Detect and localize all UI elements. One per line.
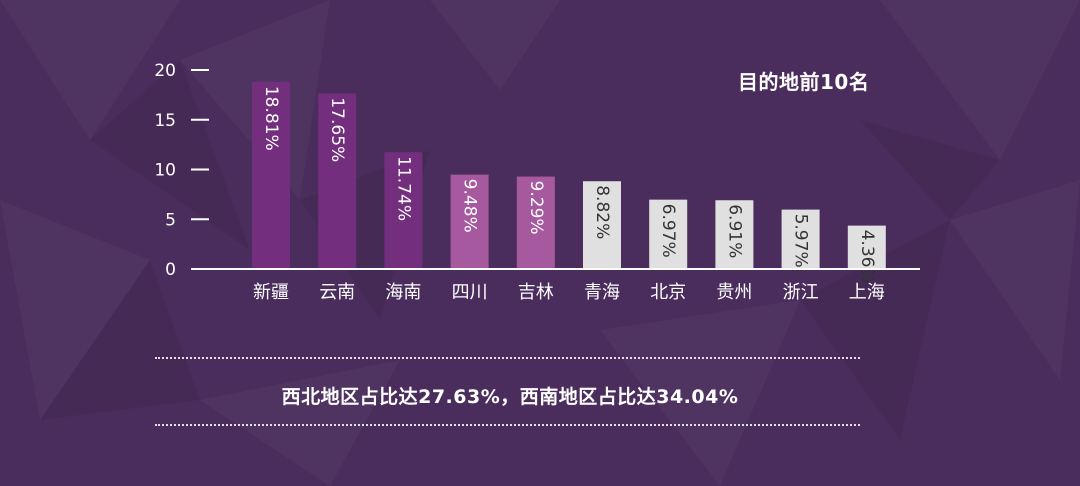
- x-axis-labels: 新疆 云南 海南 四川 吉林 青海 北京 贵州 浙江 上海: [253, 282, 885, 303]
- bar-data-label: 9.29%: [526, 181, 546, 235]
- chart-title: 目的地前10名: [738, 70, 870, 94]
- y-tick-label: 0: [165, 260, 176, 280]
- bar-data-label: 11.74%: [393, 156, 413, 221]
- bar: [516, 176, 555, 269]
- x-category-label: 云南: [319, 282, 355, 303]
- y-tick-label: 5: [165, 210, 176, 230]
- x-category-label: 四川: [452, 282, 488, 303]
- bar-data-label: 4.36%: [857, 230, 877, 284]
- bar: [583, 181, 621, 269]
- bar: [715, 200, 754, 269]
- y-tick-label: 10: [154, 161, 176, 181]
- y-axis: 0 5 10 15 20: [154, 61, 209, 280]
- bar: [384, 152, 423, 269]
- x-category-label: 海南: [385, 282, 421, 303]
- summary-text: 西北地区占比达27.63%，西南地区占比达34.04%: [281, 386, 739, 408]
- bars: 18.81% 17.65% 11.74% 9.48% 9.29% 8.82% 6.97% 6.…: [252, 81, 886, 284]
- bar: [781, 209, 820, 269]
- bar-data-label: 18.81%: [261, 86, 281, 151]
- y-tick-label: 20: [154, 61, 176, 81]
- bar-data-label: 17.65%: [327, 97, 347, 162]
- x-category-label: 吉林: [518, 282, 554, 303]
- bar: [450, 174, 489, 269]
- bar: [318, 93, 357, 269]
- x-category-label: 青海: [584, 282, 620, 303]
- x-category-label: 贵州: [716, 282, 752, 303]
- bar-data-label: 6.97%: [658, 204, 678, 258]
- bar: [847, 225, 886, 269]
- x-category-label: 浙江: [783, 282, 819, 303]
- bar-data-label: 6.91%: [724, 204, 744, 258]
- x-category-label: 上海: [849, 282, 885, 303]
- bar: [252, 81, 290, 269]
- divider-bottom: [155, 424, 860, 426]
- bar: [649, 199, 688, 269]
- bar-data-label: 8.82%: [592, 185, 612, 239]
- divider-top: [155, 357, 860, 359]
- x-category-label: 新疆: [253, 282, 289, 303]
- bar-data-label: 9.48%: [460, 179, 480, 233]
- bar-data-label: 5.97%: [791, 214, 811, 268]
- y-tick-label: 15: [154, 111, 176, 131]
- x-category-label: 北京: [650, 282, 686, 303]
